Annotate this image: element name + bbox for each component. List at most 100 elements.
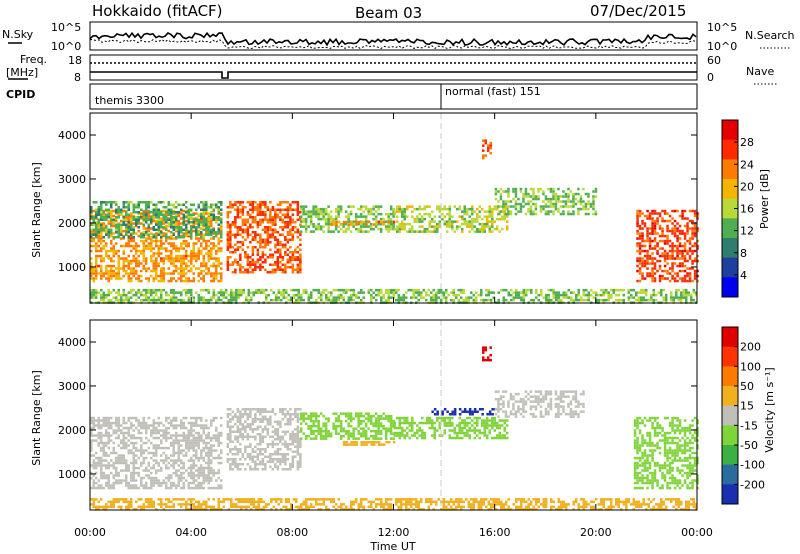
heatmap-cell (663, 264, 667, 268)
heatmap-cell (532, 210, 535, 213)
heatmap-cell (264, 206, 267, 209)
heatmap-cell (329, 230, 333, 233)
heatmap-cell (671, 277, 674, 280)
heatmap-cell (641, 249, 644, 253)
heatmap-cell (100, 211, 103, 214)
heatmap-cell (130, 479, 133, 482)
heatmap-cell (160, 296, 163, 299)
heatmap-cell (162, 431, 165, 435)
heatmap-cell (565, 291, 568, 294)
heatmap-cell (638, 252, 642, 255)
heatmap-cell (685, 293, 688, 297)
heatmap-cell (661, 227, 664, 230)
heatmap-cell (92, 293, 95, 297)
heatmap-cell (202, 218, 205, 221)
heatmap-cell (384, 227, 388, 231)
heatmap-cell (387, 217, 390, 221)
heatmap-cell (357, 207, 360, 211)
heatmap-cell (683, 224, 687, 228)
heatmap-cell (162, 461, 165, 465)
heatmap-cell (274, 261, 277, 264)
heatmap-cell (403, 207, 406, 211)
heatmap-cell (102, 419, 105, 422)
heatmap-cell (90, 237, 93, 240)
heatmap-cell (135, 446, 138, 450)
heatmap-cell (592, 197, 595, 201)
heatmap-cell (110, 257, 113, 260)
heatmap-cell (683, 232, 687, 235)
heatmap-cell (264, 448, 267, 451)
heatmap-cell (377, 220, 381, 224)
heatmap-cell (185, 293, 188, 297)
heatmap-cell (648, 237, 652, 240)
heatmap-cell (102, 247, 105, 250)
heatmap-cell (95, 233, 98, 236)
heatmap-cell (112, 464, 115, 467)
heatmap-cell (276, 231, 280, 234)
heatmap-cell (97, 213, 100, 216)
heatmap-cell (120, 233, 123, 236)
heatmap-cell (271, 228, 275, 231)
heatmap-cell (187, 279, 190, 283)
heatmap-cell (125, 436, 128, 440)
heatmap-cell (180, 471, 183, 475)
heatmap-cell (256, 463, 260, 466)
heatmap-cell (165, 254, 168, 258)
heatmap-cell (458, 215, 461, 218)
heatmap-cell (489, 146, 492, 150)
heatmap-cell (125, 226, 128, 229)
heatmap-cell (398, 207, 401, 211)
heatmap-cell (362, 222, 365, 226)
heatmap-cell (152, 424, 155, 427)
heatmap-cell (130, 277, 133, 280)
heatmap-cell (406, 215, 409, 218)
heatmap-cell (132, 269, 135, 273)
heatmap-cell (696, 239, 699, 243)
heatmap-cell (420, 291, 423, 294)
heatmap-cell (691, 252, 694, 255)
heatmap-cell (142, 257, 145, 260)
heatmap-cell (408, 222, 411, 226)
heatmap-cell (299, 223, 302, 226)
heatmap-cell (231, 233, 235, 236)
heatmap-cell (460, 296, 463, 299)
noise-search-line (89, 39, 697, 50)
heatmap-cell (396, 205, 399, 208)
heatmap-cell (190, 233, 193, 236)
heatmap-cell (190, 293, 193, 297)
heatmap-cell (195, 219, 198, 223)
heatmap-cell (291, 228, 295, 231)
nave-tick-bottom: 0 (707, 71, 714, 84)
heatmap-cell (514, 192, 518, 196)
heatmap-cell (666, 234, 669, 238)
heatmap-cell (202, 206, 205, 209)
heatmap-cell (261, 213, 265, 216)
heatmap-cell (552, 205, 555, 208)
heatmap-cell (390, 291, 393, 294)
heatmap-cell (192, 247, 195, 250)
heatmap-cell (487, 144, 490, 147)
heatmap-cell (97, 218, 100, 221)
heatmap-cell (165, 434, 168, 437)
heatmap-cell (641, 227, 644, 230)
heatmap-cell (132, 429, 135, 432)
heatmap-cell (559, 200, 563, 203)
heatmap-cell (681, 217, 684, 220)
heatmap-cell (435, 291, 438, 294)
heatmap-cell (493, 227, 496, 231)
heatmap-cell (327, 225, 330, 228)
heatmap-cell (100, 419, 103, 422)
heatmap-cell (125, 484, 128, 487)
heatmap-cell (286, 223, 290, 226)
heatmap-cell (117, 426, 120, 430)
heatmap-cell (562, 190, 565, 193)
heatmap-cell (217, 296, 220, 299)
heatmap-cell (226, 423, 230, 426)
heatmap-cell (347, 220, 350, 223)
heatmap-cell (362, 215, 365, 218)
heatmap-cell (577, 298, 580, 302)
heatmap-cell (192, 479, 195, 482)
heatmap-cell (329, 217, 333, 221)
noise-left-tick-bottom: 10^0 (51, 40, 81, 53)
heatmap-cell (100, 228, 103, 231)
